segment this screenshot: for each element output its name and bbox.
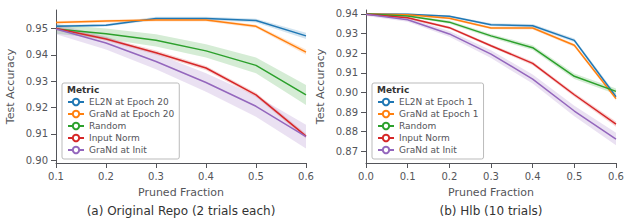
svg-text:0.4: 0.4	[198, 171, 214, 182]
svg-text:0.88: 0.88	[336, 126, 358, 137]
svg-text:0.90: 0.90	[336, 87, 358, 98]
svg-text:0.4: 0.4	[525, 171, 541, 182]
svg-text:Input Norm: Input Norm	[399, 133, 450, 143]
svg-text:0.0: 0.0	[358, 171, 374, 182]
svg-text:0.1: 0.1	[48, 171, 64, 182]
svg-text:Metric: Metric	[67, 85, 99, 95]
svg-text:GraNd at Epoch 20: GraNd at Epoch 20	[89, 109, 175, 119]
svg-text:0.2: 0.2	[98, 171, 114, 182]
svg-text:0.3: 0.3	[483, 171, 499, 182]
svg-text:0.3: 0.3	[148, 171, 164, 182]
svg-text:GraNd at Epoch 1: GraNd at Epoch 1	[399, 109, 479, 119]
svg-text:0.5: 0.5	[248, 171, 264, 182]
svg-text:Pruned Fraction: Pruned Fraction	[448, 186, 534, 199]
svg-text:0.92: 0.92	[336, 48, 358, 59]
svg-text:0.93: 0.93	[26, 76, 48, 87]
svg-text:0.89: 0.89	[336, 107, 358, 118]
svg-text:0.94: 0.94	[336, 8, 358, 19]
svg-text:GraNd at Init: GraNd at Init	[399, 145, 457, 155]
svg-text:0.91: 0.91	[336, 67, 358, 78]
svg-text:0.94: 0.94	[26, 49, 48, 60]
svg-text:0.91: 0.91	[26, 128, 48, 139]
svg-text:Metric: Metric	[377, 85, 409, 95]
svg-text:Random: Random	[89, 121, 126, 131]
svg-text:Test Accuracy: Test Accuracy	[314, 48, 327, 125]
svg-text:Pruned Fraction: Pruned Fraction	[138, 186, 224, 199]
svg-text:0.93: 0.93	[336, 28, 358, 39]
svg-text:0.5: 0.5	[566, 171, 582, 182]
svg-text:Random: Random	[399, 121, 436, 131]
svg-text:0.2: 0.2	[441, 171, 457, 182]
svg-text:(b) Hlb (10 trials): (b) Hlb (10 trials)	[440, 204, 543, 218]
svg-text:0.95: 0.95	[26, 23, 48, 34]
svg-text:EL2N at Epoch 20: EL2N at Epoch 20	[89, 97, 169, 107]
svg-text:0.1: 0.1	[400, 171, 416, 182]
svg-text:0.87: 0.87	[336, 146, 358, 157]
svg-text:0.6: 0.6	[298, 171, 314, 182]
svg-text:(a) Original Repo (2 trials ea: (a) Original Repo (2 trials each)	[87, 204, 276, 218]
svg-text:0.90: 0.90	[26, 155, 48, 166]
svg-text:Input Norm: Input Norm	[89, 133, 140, 143]
svg-text:0.92: 0.92	[26, 102, 48, 113]
svg-text:Test Accuracy: Test Accuracy	[4, 48, 17, 125]
svg-text:0.6: 0.6	[608, 171, 624, 182]
svg-text:GraNd at Init: GraNd at Init	[89, 145, 147, 155]
svg-text:EL2N at Epoch 1: EL2N at Epoch 1	[399, 97, 473, 107]
